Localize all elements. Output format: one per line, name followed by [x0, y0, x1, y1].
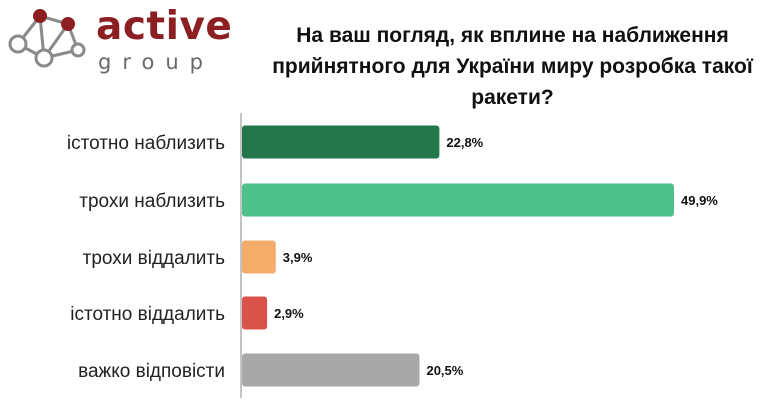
- category-label: трохи віддалить: [83, 248, 225, 269]
- bar: [242, 296, 268, 330]
- value-label: 22,8%: [446, 135, 483, 150]
- value-label: 20,5%: [426, 363, 463, 378]
- category-label: важко відповісти: [78, 361, 225, 382]
- bar: [242, 240, 276, 274]
- bar: [242, 183, 674, 217]
- value-label: 49,9%: [681, 193, 718, 208]
- bar: [242, 353, 420, 387]
- logo: active group: [6, 4, 232, 74]
- category-label: істотно наблизить: [67, 133, 225, 154]
- logo-sub-text: group: [98, 50, 214, 74]
- category-label: трохи наблизить: [79, 191, 225, 212]
- chart-title: На ваш погляд, як вплине на наближення п…: [272, 24, 753, 109]
- logo-brand-text: active: [96, 4, 233, 49]
- category-label: істотно віддалить: [70, 304, 225, 325]
- bar: [242, 125, 440, 159]
- value-label: 2,9%: [274, 306, 304, 321]
- network-logo-icon: [8, 9, 86, 68]
- value-label: 3,9%: [283, 250, 313, 265]
